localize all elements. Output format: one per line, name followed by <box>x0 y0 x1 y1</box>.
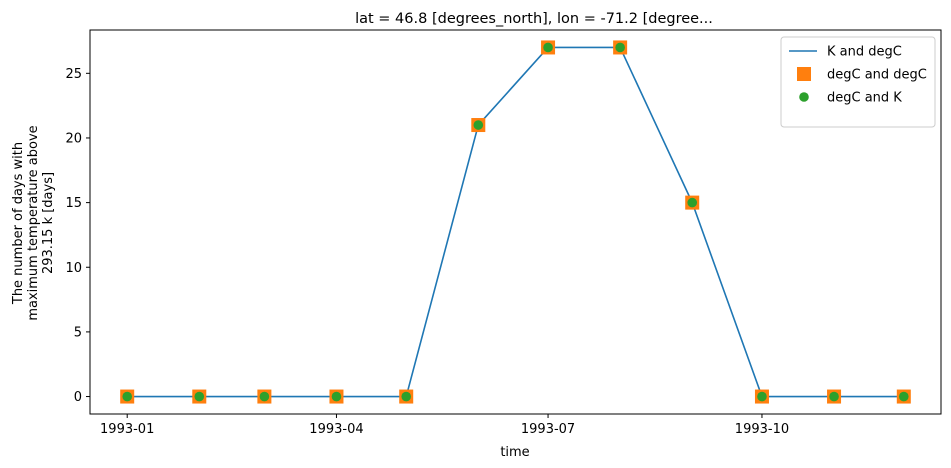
y-axis-label-line: The number of days with <box>11 142 26 305</box>
series-line <box>127 46 904 398</box>
data-point-circle <box>259 391 270 402</box>
axes-frame <box>89 29 942 415</box>
x-tick-label: 1993-07 <box>521 422 575 437</box>
legend-label: K and degC <box>827 45 902 60</box>
data-point-circle <box>615 42 625 53</box>
y-axis-label-line: maximum temperature above <box>26 125 41 320</box>
chart-title: lat = 46.8 [degrees_north], lon = -71.2 … <box>355 11 713 27</box>
legend: K and degC degC and degC degC and K <box>780 36 936 128</box>
data-point-circle <box>543 42 553 53</box>
plot-area: 0 5 10 15 20 25 1993-01 1993-04 1993-07 1993-10 <box>65 29 942 437</box>
x-axis-label: time <box>500 445 529 460</box>
x-tick-label: 1993-10 <box>735 422 789 437</box>
y-tick-label: 20 <box>65 131 82 146</box>
legend-label: degC and K <box>827 91 902 106</box>
legend-circle-swatch <box>799 92 809 102</box>
data-point-circle <box>331 391 342 402</box>
data-point-circle <box>122 391 133 402</box>
data-point-circle <box>757 391 767 402</box>
data-point-circle <box>898 391 909 402</box>
y-tick-label: 10 <box>65 261 82 276</box>
x-tick-label: 1993-01 <box>100 422 154 437</box>
data-point-circle <box>401 391 412 402</box>
data-point-circle <box>473 120 484 130</box>
legend-label: degC and degC <box>827 68 927 83</box>
y-tick-label: 25 <box>65 67 82 82</box>
y-tick-label: 0 <box>74 390 82 405</box>
data-point-circle <box>829 391 839 402</box>
legend-box <box>780 36 936 128</box>
y-tick-label: 15 <box>65 196 82 211</box>
data-point-circle <box>194 391 205 402</box>
data-point-circle <box>687 197 698 208</box>
y-axis-label: The number of days with maximum temperat… <box>11 125 56 320</box>
y-axis-label-line: 293.15 k [days] <box>41 172 56 274</box>
y-tick-label: 5 <box>74 325 82 340</box>
legend-square-swatch <box>797 67 811 81</box>
x-tick-label: 1993-04 <box>309 422 363 437</box>
